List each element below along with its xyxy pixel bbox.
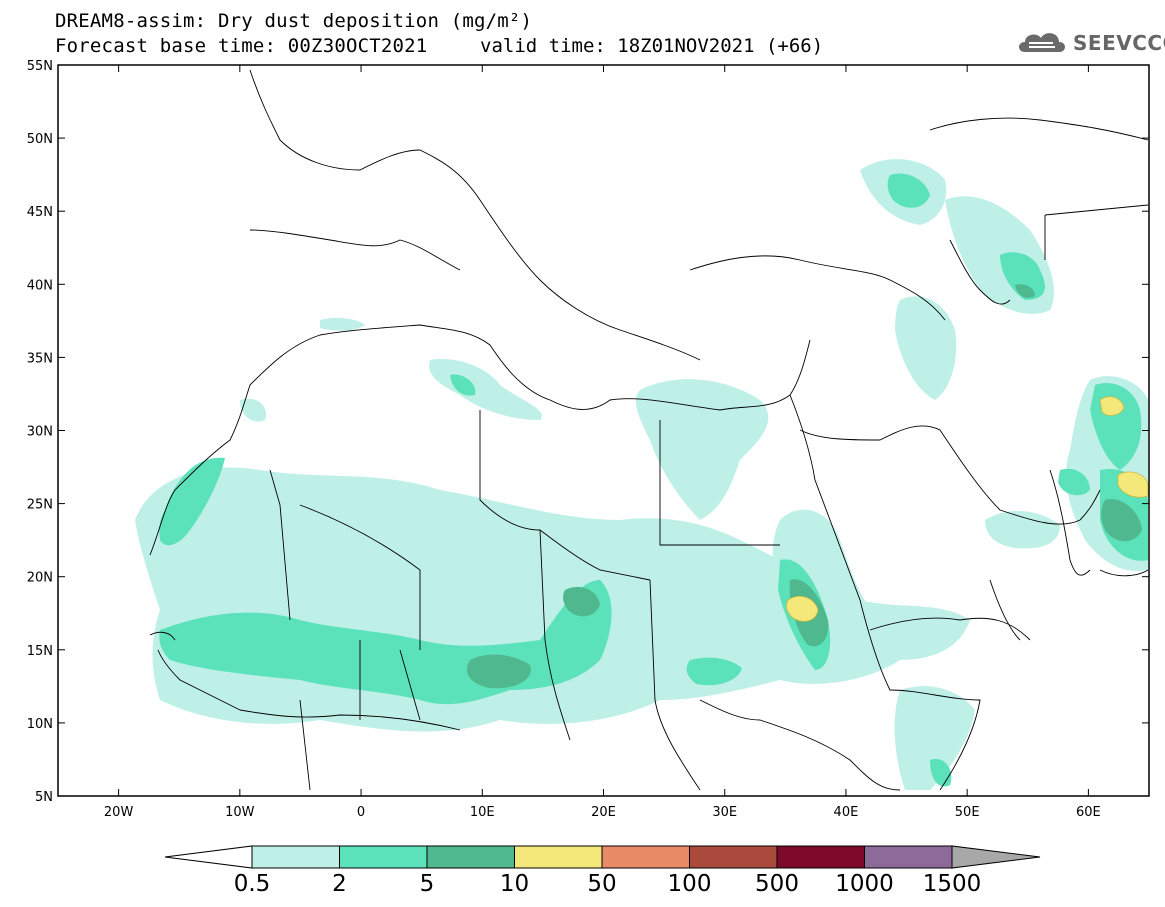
colorbar-label: 10	[500, 871, 529, 897]
lat-labels: 55N 50N 45N 40N 35N 30N 25N 20N 15N 10N 5N	[27, 59, 53, 805]
base-time-label: Forecast base time: 00Z30OCT2021	[55, 35, 428, 57]
lon-label: 10E	[470, 805, 495, 820]
colorbar-label: 0.5	[234, 871, 271, 897]
colorbar-label: 1500	[923, 871, 982, 897]
lon-label: 0	[357, 805, 365, 820]
colorbar-label: 100	[668, 871, 712, 897]
lon-label: 20W	[104, 805, 134, 820]
lat-label: 35N	[27, 351, 53, 366]
deposition-high	[786, 396, 1149, 622]
country-borders	[149, 69, 1149, 791]
colorbar-swatch	[689, 845, 778, 869]
colorbar-swatch	[514, 845, 603, 869]
lat-label: 45N	[27, 205, 53, 220]
colorbar-swatch	[426, 845, 515, 869]
colorbar-swatch	[776, 845, 865, 869]
lat-label: 30N	[27, 425, 53, 440]
colorbar-label: 500	[755, 871, 799, 897]
map-title: DREAM8-assim: Dry dust deposition (mg/m²…	[55, 10, 533, 32]
colorbar-swatch	[339, 845, 428, 869]
colorbar-labels: 0.5 2 5 10 50 100 500 1000 1500	[234, 871, 982, 897]
deposition-light	[135, 159, 1148, 790]
colorbar-label: 2	[332, 871, 347, 897]
cloud-icon	[1019, 33, 1065, 52]
lat-label: 55N	[27, 59, 53, 74]
lat-label: 10N	[27, 717, 53, 732]
lon-label: 40E	[834, 805, 859, 820]
colorbar-label: 50	[587, 871, 616, 897]
lon-labels: 20W 10W 0 10E 20E 30E 40E 50E 60E	[104, 805, 1101, 820]
colorbar-label: 1000	[835, 871, 894, 897]
lat-label: 50N	[27, 132, 53, 147]
lat-label: 20N	[27, 571, 53, 586]
seevccc-logo: SEEVCCC	[1015, 26, 1165, 58]
colorbar-under-arrow	[164, 845, 253, 869]
axis-ticks	[58, 64, 1149, 797]
valid-time-label: valid time: 18Z01NOV2021 (+66)	[480, 35, 824, 57]
lat-label: 40N	[27, 278, 53, 293]
lat-label: 15N	[27, 644, 53, 659]
colorbar-swatch	[864, 845, 953, 869]
logo-text: SEEVCCC	[1073, 31, 1165, 55]
lon-label: 50E	[955, 805, 980, 820]
colorbar-label: 5	[420, 871, 435, 897]
lon-label: 60E	[1076, 805, 1101, 820]
colorbar-over-arrow	[951, 845, 1041, 869]
lon-label: 30E	[712, 805, 737, 820]
lon-label: 10W	[225, 805, 255, 820]
colorbar-swatch	[601, 845, 690, 869]
lon-label: 20E	[591, 805, 616, 820]
colorbar	[164, 845, 1041, 869]
lat-label: 25N	[27, 498, 53, 513]
lat-label: 5N	[35, 790, 53, 805]
colorbar-swatch	[251, 845, 340, 869]
